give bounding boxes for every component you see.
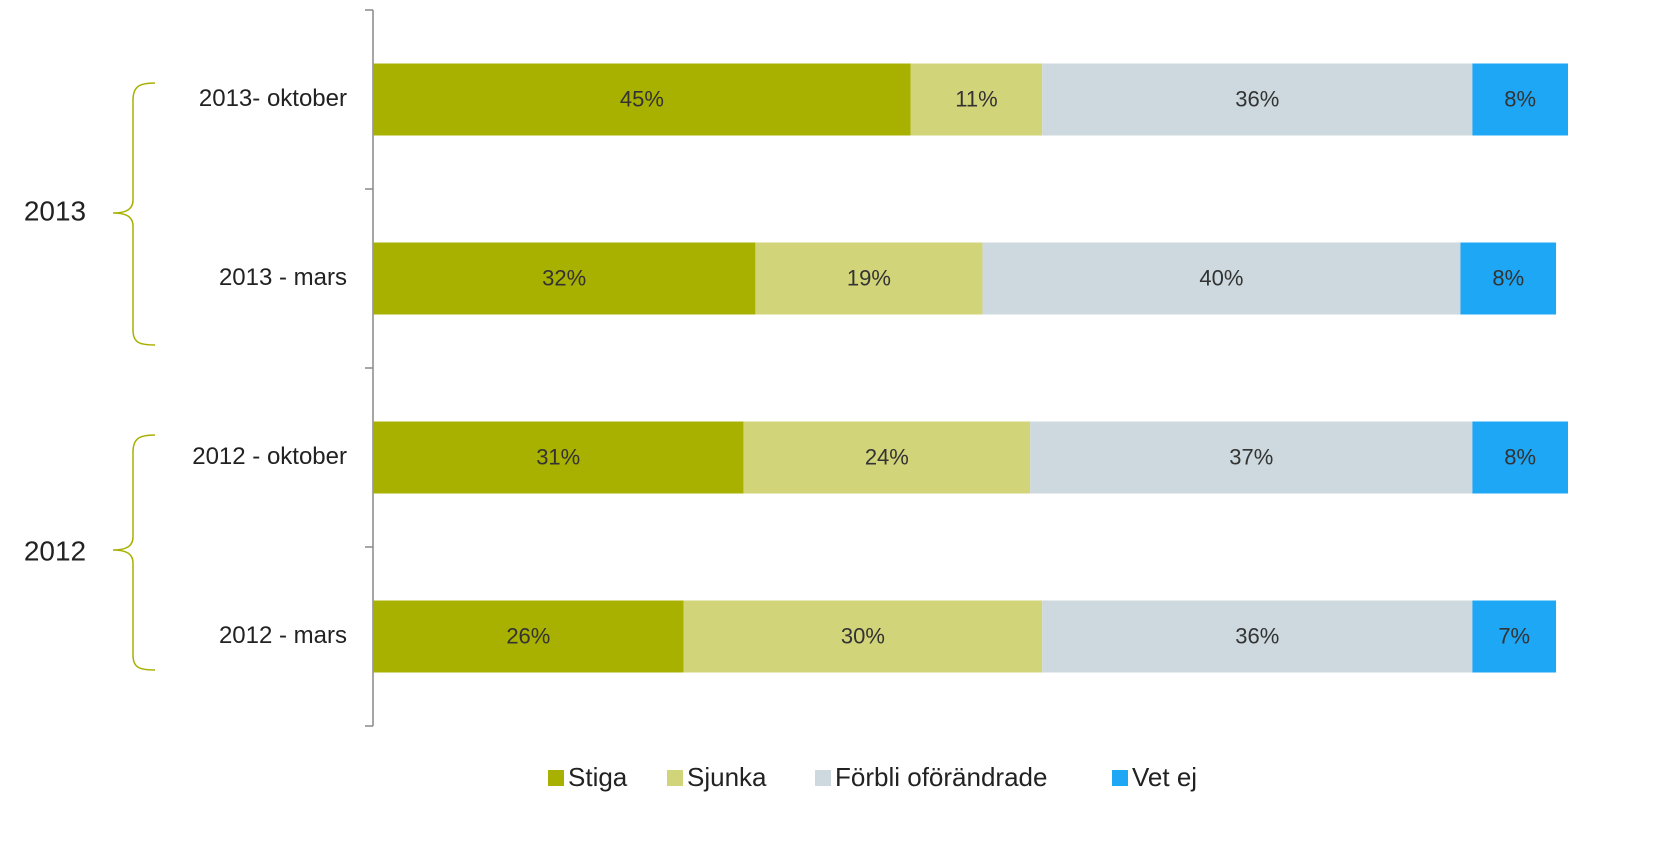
bar-segment (373, 600, 684, 673)
legend-label: Stiga (568, 762, 628, 792)
data-label: 11% (955, 86, 997, 111)
y-tick-label: 2012 - mars (219, 622, 347, 649)
axis (365, 9, 374, 727)
bar-segment (1472, 600, 1557, 673)
data-label: 36% (1235, 86, 1279, 111)
data-label: 31% (536, 444, 580, 469)
legend-swatch (1112, 770, 1128, 786)
data-label: 30% (841, 623, 885, 648)
y-tick-label: 2012 - oktober (192, 443, 347, 470)
y-tick-label: 2013 - mars (219, 264, 347, 291)
braces (112, 82, 156, 671)
bar-segment (1042, 63, 1473, 136)
legend-swatch (815, 770, 831, 786)
bar-segment (373, 242, 756, 315)
group-label: 2013 (24, 195, 86, 226)
data-label: 36% (1235, 623, 1279, 648)
data-label: 8% (1492, 265, 1524, 290)
group-brace (112, 434, 156, 671)
legend-label: Sjunka (687, 762, 767, 792)
legend-swatch (548, 770, 564, 786)
bar-segment (910, 63, 1043, 136)
data-label: 8% (1504, 86, 1536, 111)
bar-segment (755, 242, 983, 315)
bar-segment (1472, 63, 1568, 136)
data-label: 7% (1498, 623, 1530, 648)
data-label: 32% (542, 265, 586, 290)
group-label: 2012 (24, 535, 86, 566)
bar-segment (1472, 421, 1568, 494)
data-label: 45% (620, 86, 664, 111)
bar-segment (1030, 421, 1473, 494)
bar-segment (982, 242, 1461, 315)
data-label: 26% (506, 623, 550, 648)
bar-segment (683, 600, 1043, 673)
data-label: 24% (865, 444, 909, 469)
data-label: 8% (1504, 444, 1536, 469)
bar-segment (373, 421, 744, 494)
bar-segment (373, 63, 911, 136)
data-label: 19% (847, 265, 891, 290)
data-label: 37% (1229, 444, 1273, 469)
data-label: 40% (1199, 265, 1243, 290)
bar-segment (743, 421, 1031, 494)
legend-swatch (667, 770, 683, 786)
y-tick-label: 2013- oktober (199, 85, 347, 112)
legend-label: Vet ej (1132, 762, 1197, 792)
bar-segment (1460, 242, 1557, 315)
legend-label: Förbli oförändrade (835, 762, 1047, 792)
bar-segment (1042, 600, 1473, 673)
group-brace (112, 82, 156, 346)
